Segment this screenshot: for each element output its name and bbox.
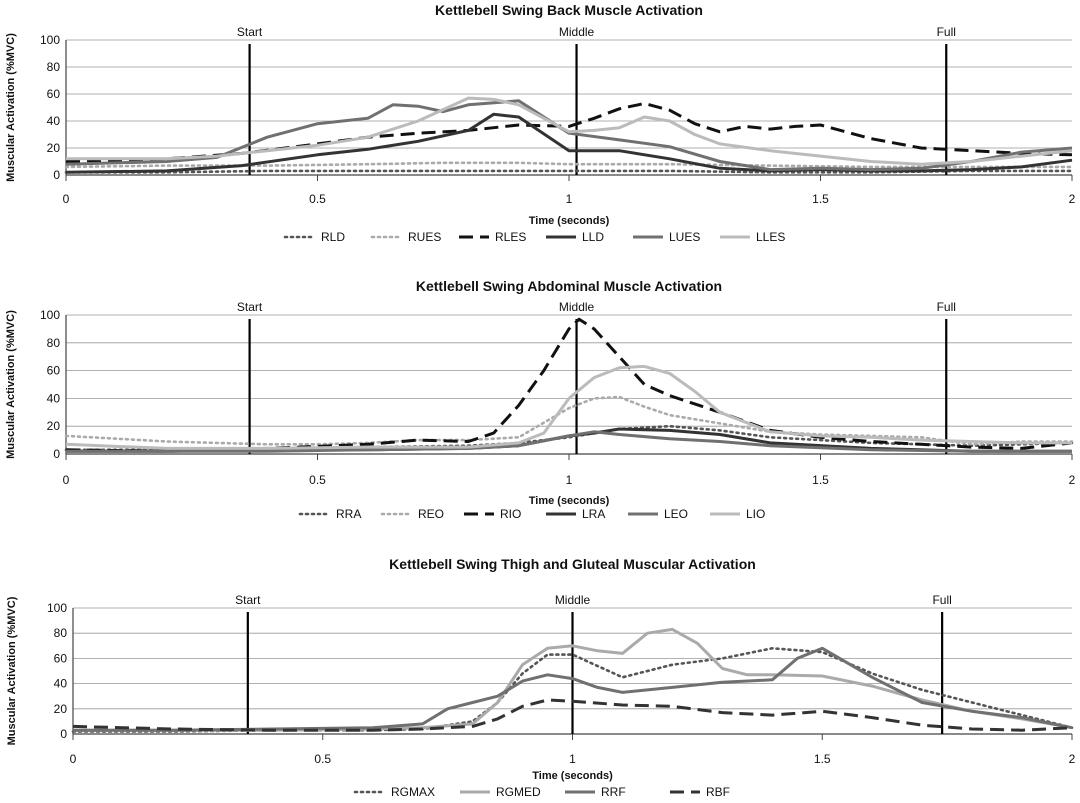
series-line-lld: [65, 112, 1073, 174]
phase-label: Start: [237, 300, 263, 314]
chart-panel: Kettlebell Swing Thigh and Gluteal Muscu…: [6, 556, 1076, 799]
chart-panel: Kettlebell Swing Back Muscle Activation 0…: [5, 2, 1076, 244]
legend-label: RGMED: [496, 785, 541, 799]
series-line-rbf: [72, 698, 1073, 732]
y-tick-label: 60: [47, 87, 61, 101]
y-tick-label: 100: [40, 33, 60, 47]
x-tick-label: 1: [569, 752, 576, 766]
x-tick-label: 0: [70, 752, 77, 766]
y-tick-label: 40: [54, 677, 68, 691]
chart-title: Kettlebell Swing Thigh and Gluteal Muscu…: [389, 556, 756, 572]
y-axis-label: Muscular Activation (%MVC): [5, 310, 17, 459]
x-tick-label: 0.5: [309, 192, 326, 206]
legend: RGMAX RGMED RRF RBF: [353, 785, 730, 799]
y-tick-label: 80: [54, 626, 68, 640]
phase-label: Middle: [555, 593, 591, 607]
y-axis-label: Muscular Activation (%MVC): [5, 33, 17, 182]
legend-label: LRA: [582, 507, 605, 521]
chart-title: Kettlebell Swing Abdominal Muscle Activa…: [416, 278, 722, 294]
x-tick-label: 0: [63, 192, 70, 206]
x-tick-label: 2: [1069, 473, 1076, 487]
y-tick-label: 40: [47, 114, 61, 128]
phase-label: Full: [937, 25, 956, 39]
legend-label: LLD: [582, 230, 604, 244]
x-tick-label: 1.5: [814, 752, 831, 766]
phase-label: Middle: [559, 25, 595, 39]
legend: RRA REO RIO LRA LEO LIO: [298, 507, 765, 521]
legend-label: REO: [418, 507, 444, 521]
legend-label: RRA: [336, 507, 361, 521]
y-tick-label: 20: [47, 419, 61, 433]
y-tick-label: 0: [53, 447, 60, 461]
chart-panel: Kettlebell Swing Abdominal Muscle Activa…: [5, 278, 1076, 521]
legend-label: RLES: [495, 230, 526, 244]
phase-label: Full: [932, 593, 951, 607]
y-tick-label: 0: [60, 727, 67, 741]
legend-label: RBF: [706, 785, 730, 799]
series-line-leo: [66, 430, 1072, 453]
y-tick-label: 20: [54, 702, 68, 716]
x-tick-label: 0.5: [314, 752, 331, 766]
legend-label: LIO: [746, 507, 765, 521]
x-tick-label: 0: [63, 473, 70, 487]
x-axis-label: Time (seconds): [529, 495, 610, 507]
y-tick-label: 80: [47, 336, 61, 350]
series-line-rrf: [73, 646, 1073, 732]
series-line-rld: [64, 169, 1074, 174]
y-axis-label: Muscular Activation (%MVC): [6, 596, 18, 745]
y-tick-label: 80: [47, 60, 61, 74]
y-tick-label: 60: [54, 651, 68, 665]
series-line-rues: [64, 161, 1074, 169]
series-line-reo: [64, 395, 1074, 446]
x-axis-label: Time (seconds): [532, 770, 613, 782]
legend-label: LUES: [669, 230, 700, 244]
x-tick-label: 1.5: [812, 192, 829, 206]
x-tick-label: 2: [1069, 752, 1076, 766]
legend-label: RRF: [601, 785, 626, 799]
x-tick-label: 0.5: [309, 473, 326, 487]
legend-label: RUES: [408, 230, 441, 244]
series-line-lles: [66, 96, 1073, 166]
legend-label: RLD: [321, 230, 345, 244]
series-line-lio: [65, 364, 1072, 450]
legend-label: LEO: [664, 507, 688, 521]
y-tick-label: 60: [47, 364, 61, 378]
legend-label: LLES: [756, 230, 785, 244]
phase-label: Start: [237, 25, 263, 39]
legend: RLD RUES RLES LLD LUES LLES: [283, 230, 785, 244]
x-tick-label: 1: [566, 192, 573, 206]
y-tick-label: 40: [47, 391, 61, 405]
chart-title: Kettlebell Swing Back Muscle Activation: [435, 2, 703, 18]
y-tick-label: 20: [47, 141, 61, 155]
series-line-lues: [65, 99, 1073, 172]
phase-label: Start: [235, 593, 261, 607]
x-tick-label: 1.5: [812, 473, 829, 487]
y-tick-label: 100: [47, 601, 67, 615]
legend-label: RGMAX: [391, 785, 435, 799]
y-tick-label: 100: [40, 308, 60, 322]
series-line-rio: [65, 317, 1073, 453]
legend-label: RIO: [500, 507, 521, 521]
phase-label: Middle: [559, 300, 595, 314]
phase-label: Full: [937, 300, 956, 314]
x-tick-label: 1: [566, 473, 573, 487]
x-tick-label: 2: [1069, 192, 1076, 206]
y-tick-label: 0: [53, 168, 60, 182]
x-axis-label: Time (seconds): [529, 215, 610, 227]
